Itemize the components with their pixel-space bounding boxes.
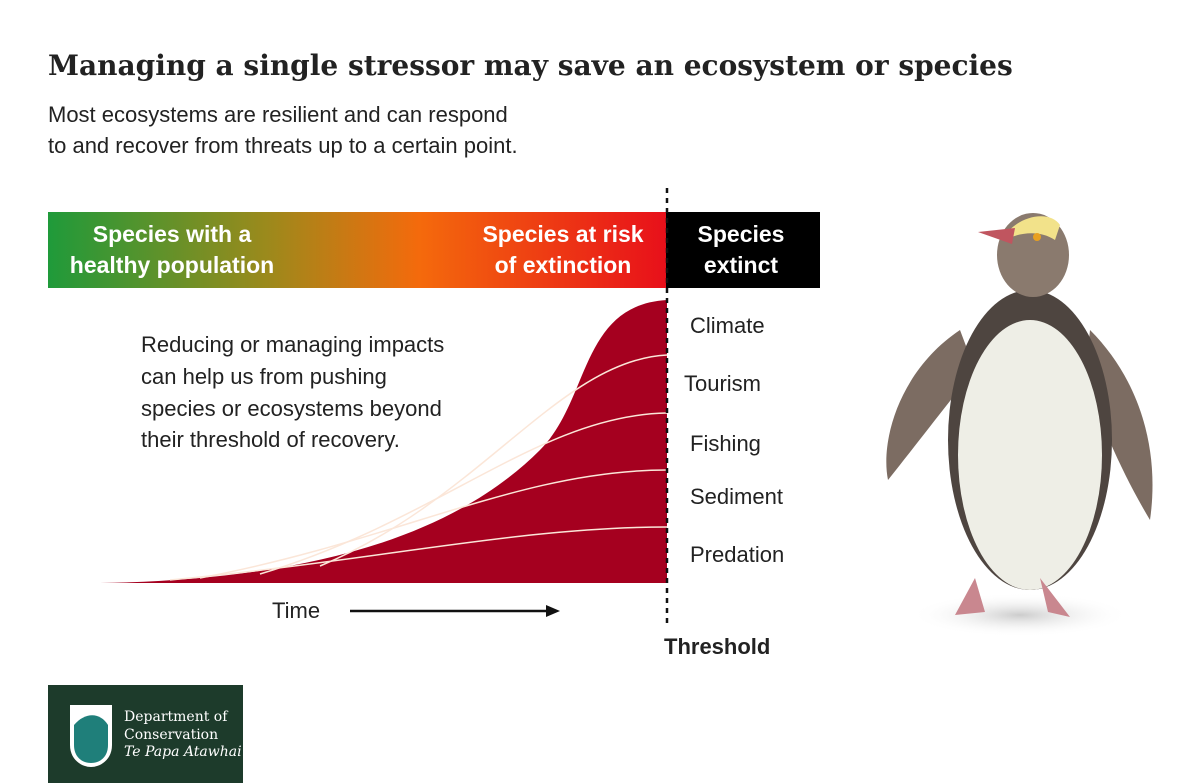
stressor: Fishing bbox=[690, 431, 761, 456]
stage-label: Species bbox=[698, 221, 785, 247]
stress-line bbox=[259, 412, 668, 575]
stressor: Sediment bbox=[690, 484, 783, 509]
extinct-box bbox=[666, 212, 820, 288]
stressor: Tourism bbox=[684, 371, 761, 396]
stressor: Climate bbox=[690, 313, 765, 338]
stage-label: extinct bbox=[704, 252, 778, 278]
stress-line bbox=[169, 526, 668, 581]
stress-line bbox=[319, 354, 668, 567]
stage-bar bbox=[48, 212, 666, 288]
title: Managing a single stressor may save an e… bbox=[48, 49, 1013, 82]
logo-tagline: Te Papa Atawhai bbox=[124, 744, 242, 760]
stressor: Predation bbox=[690, 542, 784, 567]
body-text: can help us from pushing bbox=[141, 364, 387, 389]
time-label: Time bbox=[272, 598, 320, 623]
stress-area bbox=[100, 300, 667, 583]
stage-label: Species at risk bbox=[482, 221, 643, 247]
stage-label: healthy population bbox=[70, 252, 274, 278]
body-text: Reducing or managing impacts bbox=[141, 332, 444, 357]
body-text: their threshold of recovery. bbox=[141, 427, 400, 452]
stress-line bbox=[199, 469, 668, 579]
logo-text: Conservation bbox=[124, 727, 218, 743]
time-arrow-head bbox=[546, 605, 560, 617]
stage-label: of extinction bbox=[495, 252, 632, 278]
subtitle: Most ecosystems are resilient and can re… bbox=[48, 102, 508, 127]
body-text: species or ecosystems beyond bbox=[141, 396, 442, 421]
logo-text: Department of bbox=[124, 709, 229, 725]
subtitle: to and recover from threats up to a cert… bbox=[48, 133, 518, 158]
threshold-label: Threshold bbox=[664, 634, 770, 659]
logo-wave bbox=[74, 715, 108, 763]
stage-label: Species with a bbox=[93, 221, 252, 247]
penguin bbox=[886, 213, 1153, 637]
